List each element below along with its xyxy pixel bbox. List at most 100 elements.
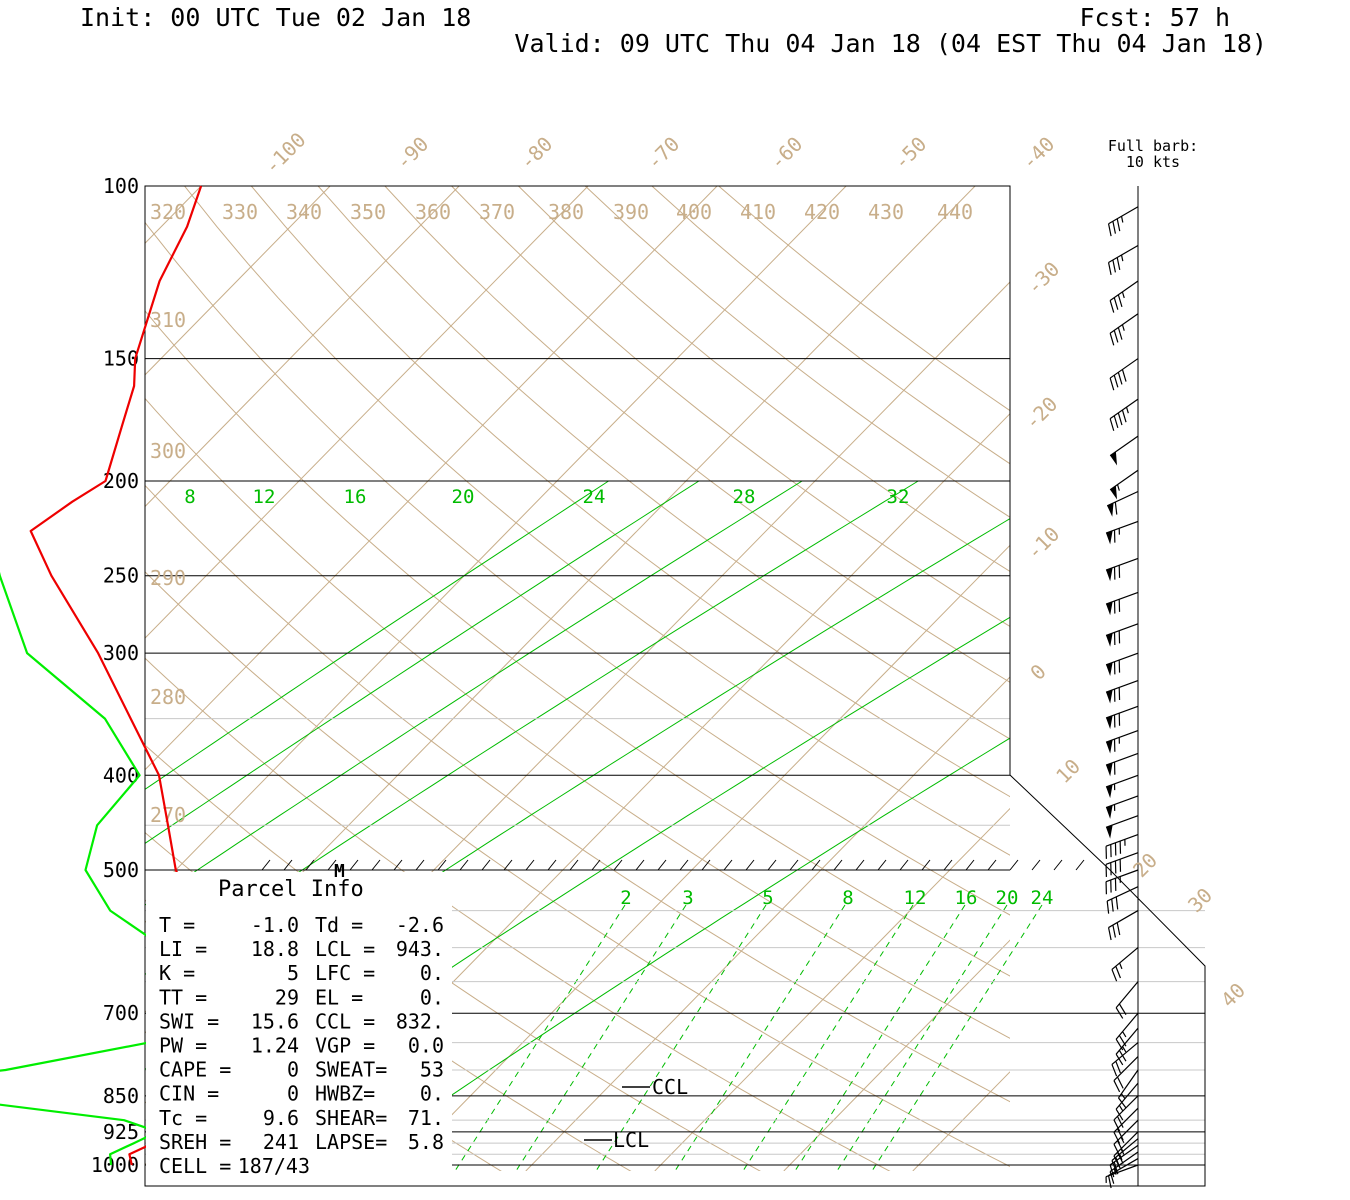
level-tick (437, 859, 447, 871)
isotherm-line (145, 186, 331, 376)
isotherm-line (145, 186, 460, 508)
isotherm-line (145, 186, 589, 639)
dry-adiabat-line (145, 571, 1010, 1168)
frame-outline (144, 185, 1206, 1187)
ccl-marker-label: CCL (652, 1075, 688, 1099)
wind-barb (1107, 206, 1139, 237)
dry-adiabat-line (518, 186, 1010, 573)
thetae-label: 12 (253, 486, 276, 508)
level-tick (613, 859, 623, 871)
parcel-value: 0 (287, 1082, 299, 1106)
level-tick (987, 859, 997, 871)
isotherm-line (145, 186, 718, 771)
isotherm-line (525, 676, 1010, 1171)
wind-barb (1109, 398, 1139, 431)
theta-label: 360 (415, 200, 451, 224)
mixing-ratio-label: 24 (1031, 887, 1054, 909)
pressure-tick-label: 700 (103, 1001, 139, 1025)
level-tick (635, 859, 645, 871)
level-tick (855, 859, 865, 871)
isotherm-line (654, 807, 1010, 1171)
level-tick (657, 859, 667, 871)
parcel-info-background (146, 872, 452, 1185)
level-tick (547, 859, 557, 871)
mixing-ratio-line (836, 904, 1008, 1172)
level-tick (1053, 859, 1063, 871)
mixing-ratio-lines (454, 904, 1043, 1172)
dry-adiabat-line (184, 186, 1010, 856)
wind-barb (1105, 591, 1139, 616)
theta-label: 310 (150, 308, 186, 332)
level-tick (679, 859, 689, 871)
wind-barb (1105, 729, 1139, 754)
parcel-value: 1.24 (251, 1034, 299, 1058)
parcel-label: SHEAR= (315, 1106, 387, 1130)
level-tick (701, 859, 711, 871)
level-tick (415, 859, 425, 871)
level-tick (371, 859, 381, 871)
level-tick (481, 859, 491, 871)
parcel-label: K = (159, 961, 195, 985)
wind-barb (1105, 752, 1139, 777)
wind-barb (1111, 947, 1139, 982)
isotherm-label: -50 (889, 132, 932, 175)
thetae-label: 24 (583, 486, 606, 508)
saturated-adiabat-line (145, 480, 700, 844)
level-tick (459, 859, 469, 871)
level-tick (833, 859, 843, 871)
theta-label: 340 (286, 200, 322, 224)
valid-time-label: Valid: 09 UTC Thu 04 Jan 18 (04 EST Thu … (514, 29, 1267, 58)
parcel-value: 53 (420, 1058, 444, 1082)
mixing-ratio-label: 16 (955, 887, 978, 909)
isotherm-line (912, 1071, 1010, 1171)
wind-barb (1109, 358, 1139, 391)
wind-barb (1113, 1056, 1139, 1093)
level-tick (723, 859, 733, 871)
parcel-label: Tc = (159, 1106, 207, 1130)
isotherm-label: -100 (260, 128, 311, 179)
wind-barb (1115, 1027, 1139, 1066)
wind-barb (1105, 652, 1139, 677)
mixing-ratio-line (515, 904, 687, 1172)
parcel-value: 943. (396, 937, 444, 961)
parcel-value: 18.8 (251, 937, 299, 961)
parcel-info-title: Parcel Info (218, 877, 364, 902)
thetae-label: 32 (887, 486, 910, 508)
parcel-value: 187/43 (238, 1154, 310, 1178)
wind-barb (1109, 435, 1139, 466)
parcel-label: CCL = (315, 1009, 375, 1033)
parcel-label: HWBZ= (315, 1082, 375, 1106)
wind-barb (1109, 313, 1139, 346)
level-tick (877, 859, 887, 871)
mixing-ratio-label: 5 (762, 887, 773, 909)
parcel-label: VGP = (315, 1034, 375, 1058)
wind-barb (1107, 1158, 1139, 1189)
dry-adiabat-line (718, 186, 1010, 412)
level-tick (503, 859, 513, 871)
theta-label: 320 (150, 200, 186, 224)
parcel-value: -1.0 (251, 913, 299, 937)
barb-legend-line2: 10 kts (1126, 153, 1180, 171)
level-tick (921, 859, 931, 871)
parcel-label: Td = (315, 913, 363, 937)
parcel-value: 0. (420, 1082, 444, 1106)
parcel-label: SREH = (159, 1130, 231, 1154)
theta-label: 370 (479, 200, 515, 224)
mixing-ratio-label: 20 (996, 887, 1019, 909)
isotherm-label: 10 (1051, 754, 1085, 788)
level-tick (569, 859, 579, 871)
parcel-label: LI = (159, 937, 207, 961)
mixing-ratio-line (794, 904, 966, 1172)
wind-barb (1113, 1119, 1139, 1156)
wind-barb (1118, 1069, 1139, 1109)
parcel-value: 241 (263, 1130, 299, 1154)
level-tick (261, 859, 271, 871)
parcel-value: -2.6 (396, 913, 444, 937)
thetae-label: 8 (184, 486, 195, 508)
thetae-label: 16 (344, 486, 367, 508)
level-markers: CCL LCL M (334, 861, 688, 1152)
mixing-ratio-line (674, 904, 846, 1172)
parcel-label: TT = (159, 985, 207, 1009)
saturated-adiabat-line (145, 480, 609, 790)
mixing-ratio-label: 8 (842, 887, 853, 909)
